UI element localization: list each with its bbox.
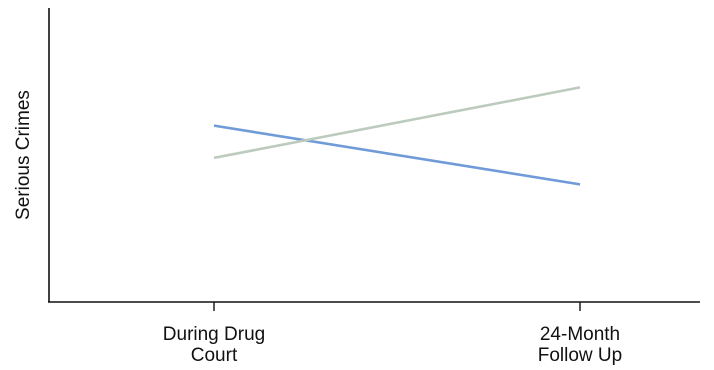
x-tick-label: During Drug: [163, 324, 265, 345]
series-line-2: [213, 86, 581, 160]
series-line-1: [213, 124, 581, 186]
x-tick-label: Follow Up: [538, 345, 622, 366]
x-tick-label: Court: [191, 345, 238, 366]
series-lines: [213, 86, 581, 186]
y-axis-label: Serious Crimes: [13, 90, 34, 220]
x-tick-label: 24-Month: [540, 324, 620, 345]
